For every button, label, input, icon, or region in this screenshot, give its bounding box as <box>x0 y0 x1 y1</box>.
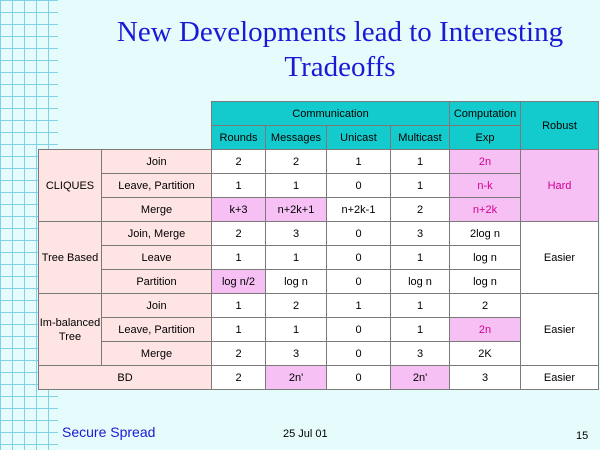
header-multicast: Multicast <box>390 125 450 150</box>
op-cell: Leave, Partition <box>101 173 212 198</box>
multicast-cell: 1 <box>390 149 450 174</box>
exp-cell: log n <box>449 245 521 270</box>
page-number: 15 <box>576 430 589 442</box>
group-tree-based: Tree Based <box>38 221 102 294</box>
header-communication: Communication <box>211 101 450 126</box>
header-rounds: Rounds <box>211 125 266 150</box>
unicast-cell: 1 <box>326 149 391 174</box>
unicast-cell: 0 <box>326 365 391 390</box>
rounds-cell: 1 <box>211 317 266 342</box>
unicast-cell: 1 <box>326 293 391 318</box>
table-row: Tree Based Join, Merge 2 3 0 3 2log n Ea… <box>38 221 599 294</box>
messages-cell: 3 <box>265 341 327 366</box>
unicast-cell: 0 <box>326 221 391 246</box>
robust-imbalanced-tree: Easier <box>520 293 599 366</box>
header-unicast: Unicast <box>326 125 391 150</box>
messages-cell: log n <box>265 269 327 294</box>
header-computation: Computation <box>449 101 521 126</box>
messages-cell: 1 <box>265 173 327 198</box>
header-exp: Exp <box>449 125 521 150</box>
exp-cell: 2K <box>449 341 521 366</box>
robust-tree-based: Easier <box>520 221 599 294</box>
rounds-cell: 2 <box>211 341 266 366</box>
messages-cell: 2n' <box>265 365 327 390</box>
table-row: Im-balanced Tree Join 1 2 1 1 2 Easier <box>38 293 599 366</box>
op-cell: Join, Merge <box>101 221 212 246</box>
multicast-cell: 1 <box>390 173 450 198</box>
rounds-cell: k+3 <box>211 197 266 222</box>
robust-bd: Easier <box>520 365 599 390</box>
op-cell: Leave, Partition <box>101 317 212 342</box>
rounds-cell: 1 <box>211 245 266 270</box>
messages-cell: 1 <box>265 245 327 270</box>
rounds-cell: log n/2 <box>211 269 266 294</box>
robust-cliques: Hard <box>520 149 599 222</box>
multicast-cell: 1 <box>390 245 450 270</box>
op-cell: Join <box>101 149 212 174</box>
exp-cell: 2n <box>449 149 521 174</box>
multicast-cell: log n <box>390 269 450 294</box>
multicast-cell: 3 <box>390 221 450 246</box>
header-robust: Robust <box>520 101 599 150</box>
exp-cell: n-k <box>449 173 521 198</box>
op-cell: Partition <box>101 269 212 294</box>
messages-cell: 2 <box>265 149 327 174</box>
rounds-cell: 1 <box>211 173 266 198</box>
exp-cell: 2log n <box>449 221 521 246</box>
unicast-cell: 0 <box>326 317 391 342</box>
title-line-1: New Developments lead to Interesting <box>116 16 564 48</box>
unicast-cell: 0 <box>326 341 391 366</box>
multicast-cell: 3 <box>390 341 450 366</box>
multicast-cell: 2n' <box>390 365 450 390</box>
table-row: BD 2 2n' 0 2n' 3 Easier <box>38 365 599 390</box>
exp-cell: 2n <box>449 317 521 342</box>
exp-cell: n+2k <box>449 197 521 222</box>
op-cell: Merge <box>101 197 212 222</box>
table-row: CLIQUES Join 2 2 1 1 2n Hard <box>38 149 599 222</box>
table-row: Leave, Partition 1 1 0 1 n-k <box>39 173 599 198</box>
op-cell: Join <box>101 293 212 318</box>
exp-cell: log n <box>449 269 521 294</box>
slide-title: New Developments lead to Interesting Tra… <box>40 15 600 85</box>
exp-cell: 3 <box>449 365 521 390</box>
messages-cell: 2 <box>265 293 327 318</box>
table-row: Leave, Partition 1 1 0 1 2n <box>39 317 599 342</box>
footer-date: 25 Jul 01 <box>283 428 328 440</box>
table-row: Partition log n/2 log n 0 log n log n <box>39 269 599 294</box>
group-cliques: CLIQUES <box>38 149 102 222</box>
unicast-cell: 0 <box>326 173 391 198</box>
group-imbalanced-tree: Im-balanced Tree <box>38 293 102 366</box>
messages-cell: 1 <box>265 317 327 342</box>
unicast-cell: 0 <box>326 245 391 270</box>
multicast-cell: 2 <box>390 197 450 222</box>
unicast-cell: 0 <box>326 269 391 294</box>
table-row: Leave 1 1 0 1 log n <box>39 245 599 270</box>
footer-title: Secure Spread <box>62 424 156 440</box>
exp-cell: 2 <box>449 293 521 318</box>
messages-cell: 3 <box>265 221 327 246</box>
op-cell: Merge <box>101 341 212 366</box>
unicast-cell: n+2k-1 <box>326 197 391 222</box>
rounds-cell: 2 <box>211 365 266 390</box>
messages-cell: n+2k+1 <box>265 197 327 222</box>
header-messages: Messages <box>265 125 327 150</box>
rounds-cell: 2 <box>211 149 266 174</box>
multicast-cell: 1 <box>390 293 450 318</box>
group-bd: BD <box>38 365 212 390</box>
table-row: Merge 2 3 0 3 2K <box>39 341 599 366</box>
rounds-cell: 1 <box>211 293 266 318</box>
op-cell: Leave <box>101 245 212 270</box>
tradeoffs-table: Communication Computation Robust Rounds … <box>38 101 599 390</box>
title-line-2: Tradeoffs <box>284 51 396 83</box>
multicast-cell: 1 <box>390 317 450 342</box>
rounds-cell: 2 <box>211 221 266 246</box>
table-row: Merge k+3 n+2k+1 n+2k-1 2 n+2k <box>39 197 599 222</box>
